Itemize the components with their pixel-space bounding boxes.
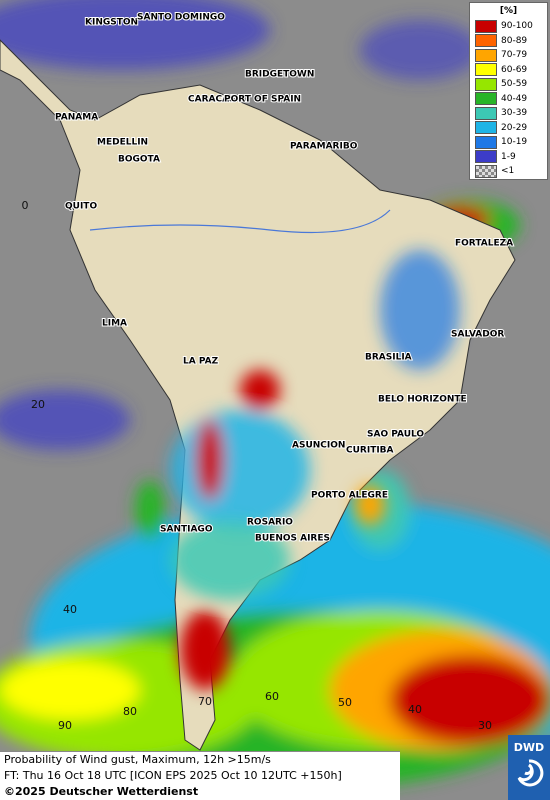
legend-entry: 90-100 (470, 19, 547, 34)
legend-swatch (475, 34, 497, 48)
city-label: MEDELLIN (97, 138, 148, 148)
grid-label: 30 (478, 719, 492, 732)
legend-label: 10-19 (501, 137, 528, 148)
legend-entry: 10-19 (470, 135, 547, 150)
city-label: LA PAZ (183, 357, 219, 367)
footer: Probability of Wind gust, Maximum, 12h >… (0, 751, 400, 800)
city-label: BRASILIA (365, 353, 412, 363)
legend-swatch (475, 77, 497, 91)
grid-label: 90 (58, 719, 72, 732)
logo: DWD (508, 735, 550, 800)
city-label: SALVADOR (451, 330, 504, 340)
grid-label: 70 (198, 695, 212, 708)
legend-swatch (475, 48, 497, 62)
legend-entry: 70-79 (470, 48, 547, 63)
city-label: ROSARIO (247, 518, 293, 528)
city-label: BOGOTA (118, 155, 160, 165)
legend: [%] 90-100 80-89 70-79 60-69 50-59 40-49 30-39… (469, 2, 548, 180)
legend-entry: 50-59 (470, 77, 547, 92)
river (89, 209, 391, 234)
legend-swatch (475, 135, 497, 149)
city-label: BELO HORIZONTE (378, 395, 467, 405)
city-label: KINGSTON (85, 18, 138, 28)
legend-label: 50-59 (501, 79, 528, 90)
land-probability (170, 250, 460, 690)
grid-label: 40 (408, 703, 422, 716)
city-label: FORTALEZA (455, 239, 513, 249)
city-label: BRIDGETOWN (245, 70, 314, 80)
grid-label: 0 (22, 199, 29, 212)
city-label: CURITIBA (346, 446, 394, 456)
city-label: CARACAS (188, 95, 236, 105)
legend-label: 1-9 (501, 151, 516, 162)
legend-entry: 40-49 (470, 92, 547, 107)
legend-entry: 60-69 (470, 63, 547, 78)
grid-label: 40 (63, 603, 77, 616)
logo-text: DWD (513, 741, 545, 754)
legend-entry: 20-29 (470, 121, 547, 136)
city-label: BUENOS AIRES (255, 534, 330, 544)
footer-line: Probability of Wind gust, Maximum, 12h >… (4, 753, 271, 766)
legend-label: 40-49 (501, 93, 528, 104)
city-label: PORT OF SPAIN (224, 95, 301, 105)
grid-label: 80 (123, 705, 137, 718)
legend-swatch (475, 92, 497, 106)
logo-icon (517, 759, 544, 787)
city-label: PORTO ALEGRE (311, 491, 388, 501)
city-label: LIMA (102, 319, 127, 329)
footer-line: ©2025 Deutscher Wetterdienst (4, 785, 199, 798)
legend-swatch (475, 150, 497, 164)
city-label: QUITO (65, 202, 97, 212)
legend-title: [%] (499, 6, 518, 16)
city-label: ASUNCION (292, 441, 345, 451)
grid-label: 50 (338, 696, 352, 709)
legend-label: 80-89 (501, 35, 528, 46)
legend-label: <1 (501, 166, 515, 177)
city-label: PANAMA (55, 113, 98, 123)
footer-line: FT: Thu 16 Oct 18 UTC [ICON EPS 2025 Oct… (4, 769, 342, 782)
legend-swatch (475, 106, 497, 120)
city-label: PARAMARIBO (290, 142, 358, 152)
legend-swatch (475, 121, 497, 135)
legend-entry: <1 (470, 164, 547, 179)
legend-label: 70-79 (501, 50, 528, 61)
legend-swatch (475, 63, 497, 77)
grid-label: 20 (31, 398, 45, 411)
legend-swatch (475, 19, 497, 33)
legend-label: 60-69 (501, 64, 528, 75)
legend-swatch (475, 164, 497, 178)
city-label: SAO PAULO (367, 430, 424, 440)
legend-label: 30-39 (501, 108, 528, 119)
legend-label: 90-100 (501, 21, 533, 32)
legend-entry: 1-9 (470, 150, 547, 165)
legend-entry: 30-39 (470, 106, 547, 121)
city-label: SANTO DOMINGO (137, 13, 225, 23)
grid-label: 60 (265, 690, 279, 703)
legend-entry: 80-89 (470, 34, 547, 49)
legend-label: 20-29 (501, 122, 528, 133)
city-label: SANTIAGO (160, 525, 213, 535)
